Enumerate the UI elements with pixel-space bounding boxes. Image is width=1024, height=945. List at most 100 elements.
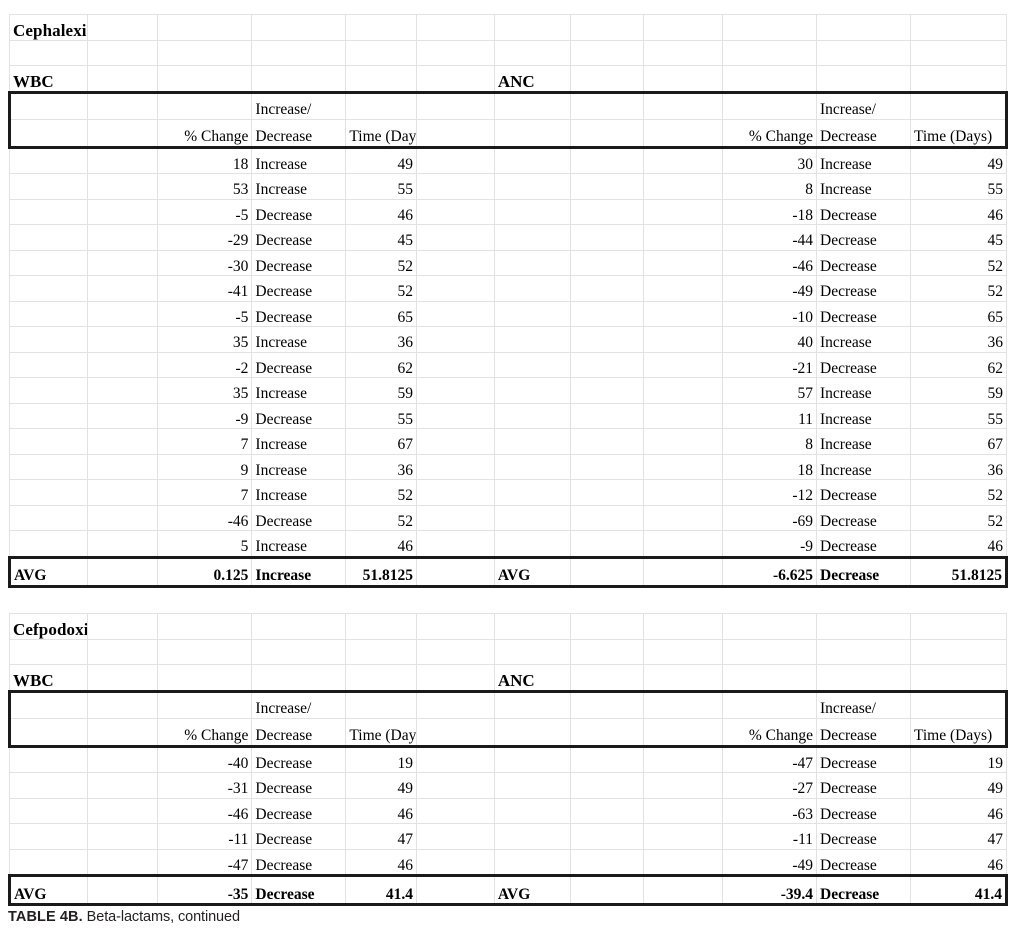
drug-name: Cephalexin [9,14,88,41]
spacer-cell [416,300,495,327]
header-time-days-wbc: Time (Days) [345,118,418,149]
metric-label-anc: ANC [493,664,571,692]
spacer-cell [493,377,571,404]
cell-pct-change-wbc: -40 [157,745,253,773]
avg-label-wbc: AVG [8,555,88,588]
spacer-cell [8,90,88,120]
table-row: -2 Decrease 62 -21 Decrease 62 [9,351,1008,378]
spacer-cell [569,377,645,404]
spacer-cell [643,146,724,174]
spacer-cell [416,848,495,876]
table-row: 9 Increase 36 18 Increase 36 [9,453,1008,480]
cell-direction-wbc: Increase [251,530,347,558]
spreadsheet-grid: CefpodoximeWBCANCIncrease/Increase/% Cha… [8,613,1009,906]
table-row: -30 Decrease 52 -46 Decrease 52 [9,249,1008,276]
metric-label-row: WBC ANC [9,65,1008,93]
spacer-cell [86,14,159,41]
spacer-cell [416,224,495,251]
header-time-days-anc: Time (Days) [909,118,1009,149]
cell-pct-change-wbc: -9 [157,402,253,429]
cell-direction-wbc: Increase [251,428,347,455]
cell-time-days-anc: 19 [909,745,1008,773]
cell-pct-change-wbc: 35 [157,326,253,353]
spacer-cell [9,797,88,824]
spacer-cell [416,275,495,302]
spacer-cell [816,39,911,66]
cell-direction-anc: Decrease [816,772,911,799]
cell-pct-change-anc: -27 [722,772,818,799]
spacer-cell [909,14,1008,41]
cell-pct-change-wbc: -2 [157,351,253,378]
cell-time-days-anc: 46 [909,848,1008,876]
spacer-cell [86,823,159,850]
spacer-cell [9,772,88,799]
spreadsheet-grid: CephalexinWBCANCIncrease/Increase/% Chan… [8,14,1009,588]
spacer-cell [643,428,724,455]
spacer-cell [416,613,495,640]
cell-pct-change-wbc: 7 [157,428,253,455]
spacer-cell [643,717,724,748]
cell-time-days-anc: 52 [909,275,1008,302]
spacer-cell [643,14,724,41]
spacer-cell [9,402,88,429]
spacer-cell [157,90,253,120]
header-increase-decrease-line2-anc: Decrease [816,118,911,149]
header-time-days-anc: Time (Days) [909,717,1009,748]
spacer-cell [493,638,571,665]
cell-time-days-wbc: 67 [345,428,418,455]
cell-direction-anc: Decrease [816,300,911,327]
spacer-cell [569,90,645,120]
header-increase-decrease-line1-anc: Increase/ [816,689,911,719]
spacer-cell [416,874,495,906]
cell-time-days-anc: 47 [909,823,1008,850]
spacer-cell [86,772,159,799]
spacer-cell [416,479,495,506]
cell-direction-anc: Decrease [816,530,911,558]
table-row: -11 Decrease 47 -11 Decrease 47 [9,823,1008,850]
cell-pct-change-wbc: -5 [157,198,253,225]
spacer-cell [569,249,645,276]
spacer-cell [86,146,159,174]
spacer-cell [9,173,88,200]
spacer-cell [86,689,159,719]
avg-time-days-anc: 41.4 [909,874,1009,906]
spacer-cell [416,555,495,588]
cell-direction-anc: Increase [816,326,911,353]
spacer-cell [643,351,724,378]
spacer-cell [416,402,495,429]
cell-pct-change-wbc: 7 [157,479,253,506]
spacer-cell [493,797,571,824]
spacer-cell [86,664,159,692]
spacer-cell [569,224,645,251]
avg-direction-anc: Decrease [816,555,911,588]
table-row: 7 Increase 52 -12 Decrease 52 [9,479,1008,506]
cell-pct-change-anc: -10 [722,300,818,327]
spacer-cell [909,65,1008,93]
avg-label-anc: AVG [493,555,571,588]
spacer-cell [416,772,495,799]
spacer-cell [569,453,645,480]
spacer-cell [722,689,818,719]
cell-direction-anc: Decrease [816,848,911,876]
spacer-cell [722,14,818,41]
spacer-cell [9,479,88,506]
spacer-cell [493,848,571,876]
cell-direction-wbc: Decrease [251,198,347,225]
spacer-cell [569,275,645,302]
spacer-cell [416,118,495,149]
spacer-cell [493,402,571,429]
spacer-cell [86,874,159,906]
avg-label-wbc: AVG [8,874,88,906]
table-cefpodoxime: CefpodoximeWBCANCIncrease/Increase/% Cha… [8,613,1009,906]
spacer-cell [416,717,495,748]
spacer-cell [493,326,571,353]
header-pct-change-anc: % Change [722,118,818,149]
spacer-cell [643,555,724,588]
spacer-cell [569,848,645,876]
avg-direction-anc: Decrease [816,874,911,906]
spacer-cell [643,530,724,558]
cell-time-days-wbc: 45 [345,224,418,251]
cell-direction-anc: Decrease [816,823,911,850]
spacer-cell [493,613,571,640]
cell-direction-anc: Decrease [816,479,911,506]
